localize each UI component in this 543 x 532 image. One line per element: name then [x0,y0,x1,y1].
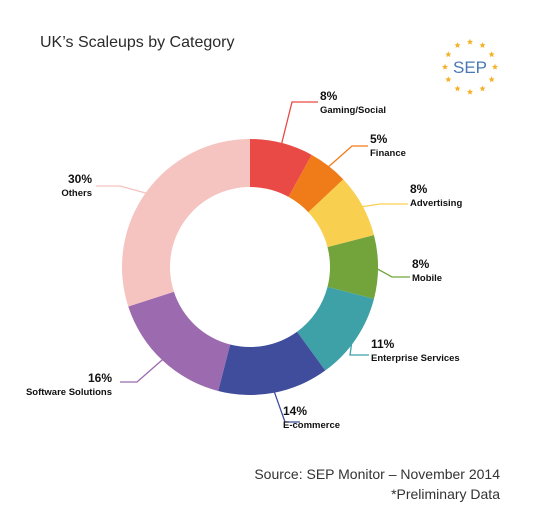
slice-value-label: 16% [88,371,112,385]
sep-logo: SEP [441,38,499,95]
logo-star-icon [479,85,486,92]
slice-value-label: 5% [370,132,388,146]
logo-star-icon [488,51,495,58]
logo-star-icon [466,88,474,95]
leader-line [325,145,368,170]
slice-enterprise-services [297,286,374,371]
slice-value-label: 11% [371,337,395,351]
slice-value-label: 14% [283,404,307,418]
leader-line [280,101,318,148]
slice-category-label: Software Solutions [26,387,112,398]
slice-category-label: Enterprise Services [371,353,460,364]
logo-star-icon [491,63,499,70]
preliminary-note: *Preliminary Data [391,486,500,502]
logo-star-icon [454,42,461,48]
logo-star-icon [454,85,461,92]
slice-value-label: 30% [68,172,92,186]
leader-line [373,266,410,278]
slice-gaming-social [250,139,312,197]
leader-line [358,203,408,208]
slice-e-commerce [218,331,326,395]
source-line: Source: SEP Monitor – November 2014 [254,466,500,482]
slice-mobile [327,235,378,299]
slice-others [122,139,250,307]
logo-text: SEP [453,58,487,77]
leader-line [96,185,150,195]
logo-star-ring [441,38,499,95]
logo-star-icon [445,51,452,58]
slice-advertising [308,179,374,248]
leader-line [120,356,166,383]
slice-category-label: Mobile [412,273,442,284]
slice-category-label: Others [61,188,92,199]
slice-category-label: Finance [370,148,406,159]
slice-software-solutions [128,291,231,391]
chart-title: UK’s Scaleups by Category [40,34,235,51]
slice-category-label: E-commerce [283,420,340,431]
logo-star-icon [445,76,452,83]
logo-star-icon [466,38,474,45]
slice-category-label: Gaming/Social [320,105,386,116]
slice-value-label: 8% [410,182,428,196]
leader-line [349,336,369,356]
logo-star-icon [479,42,486,48]
logo-star-icon [441,63,449,70]
slice-finance [288,154,344,213]
logo-star-icon [488,76,495,83]
slice-value-label: 8% [412,257,430,271]
slice-category-label: Advertising [410,198,462,209]
leader-line [272,388,300,423]
chart-source: Source: SEP Monitor – November 2014 *Pre… [254,464,500,504]
slice-value-label: 8% [320,89,338,103]
